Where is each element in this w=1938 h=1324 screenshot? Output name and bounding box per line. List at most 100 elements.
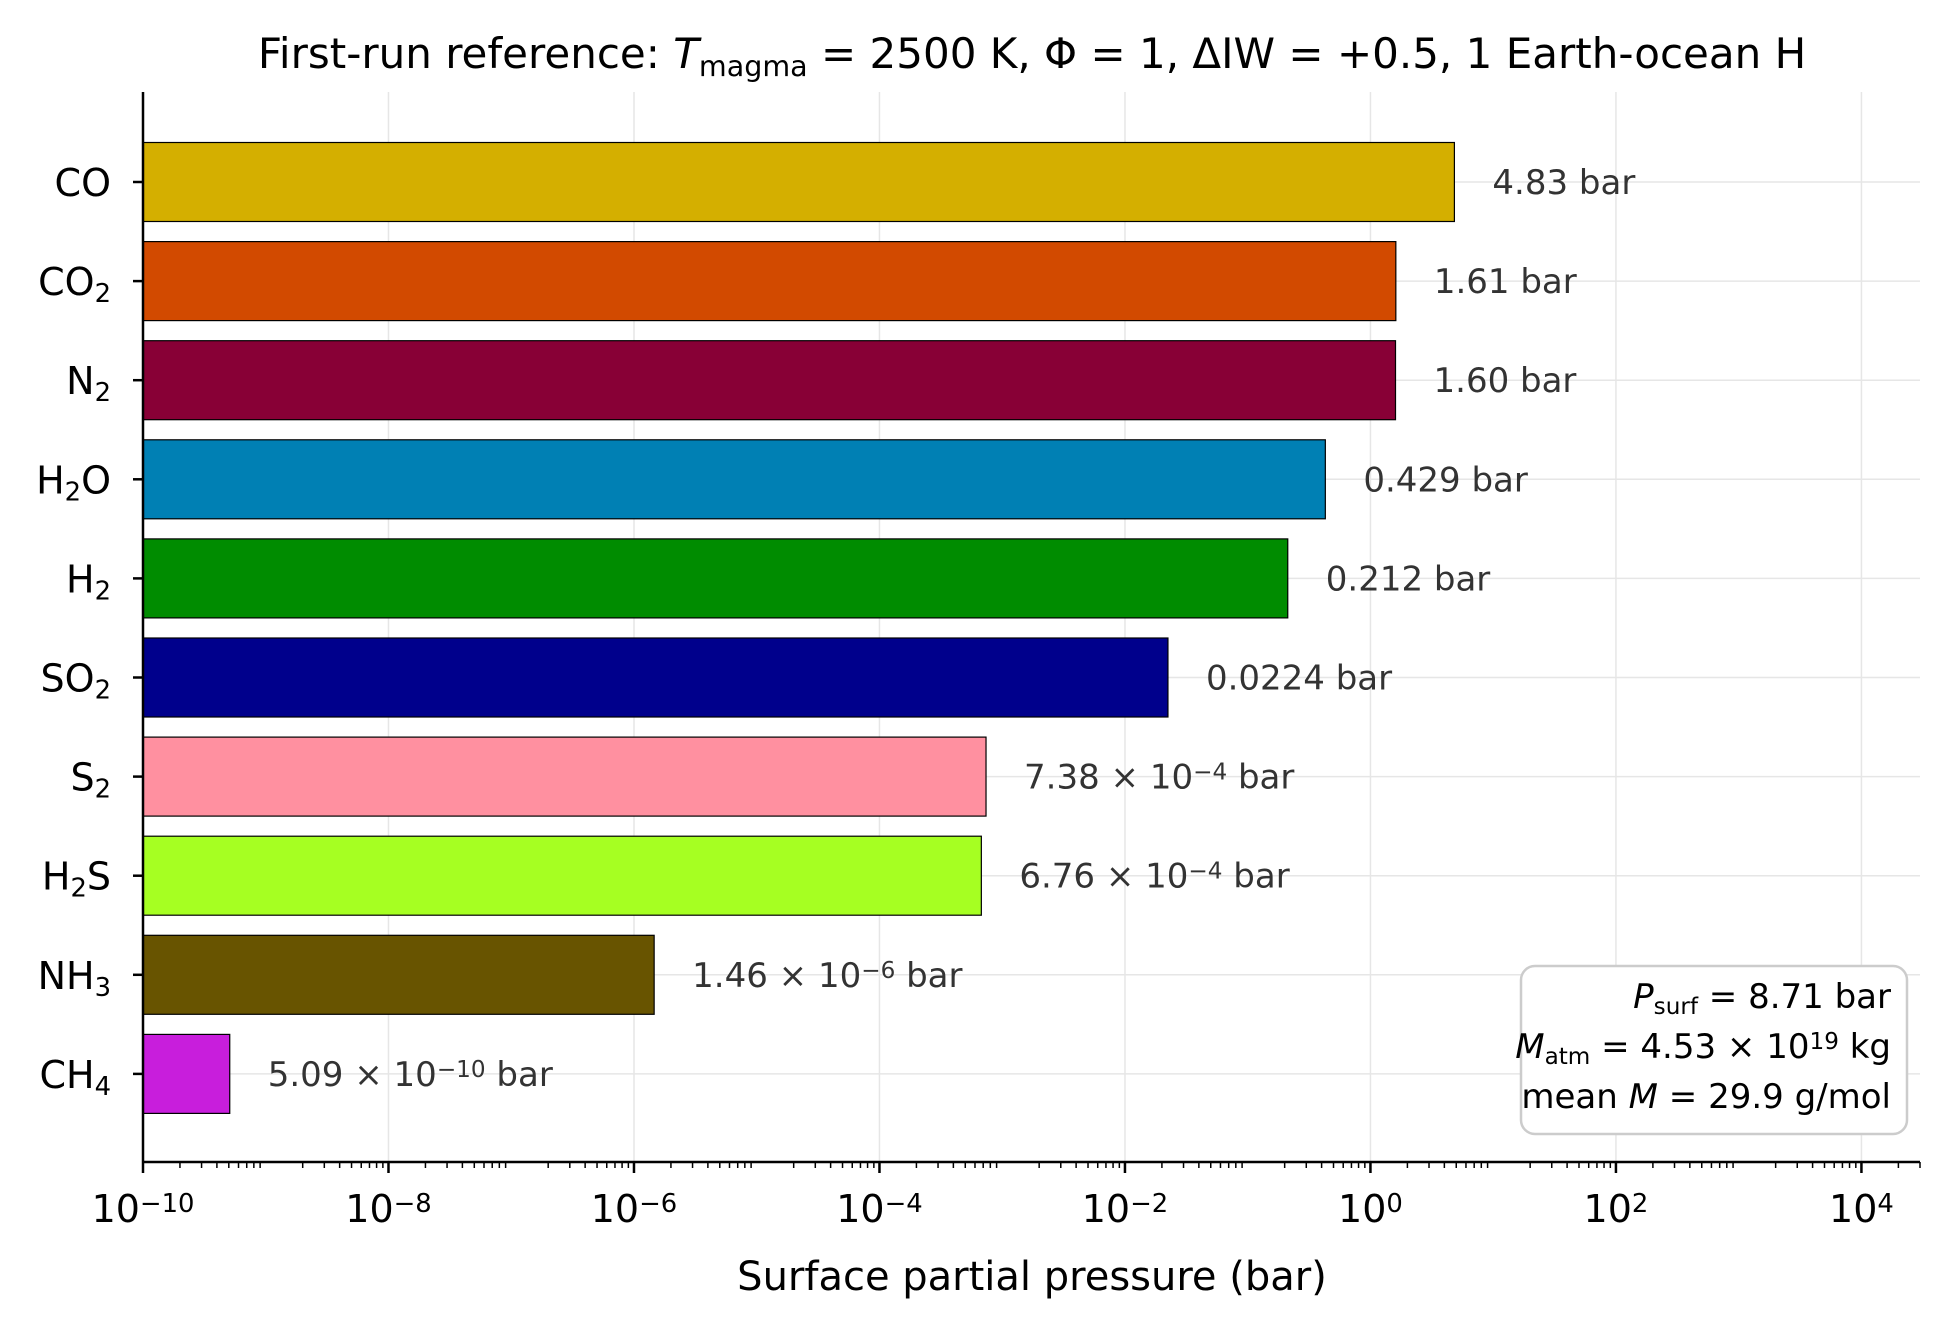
data-label-NH3: 1.46 × 10−6 bar xyxy=(692,956,962,996)
x-tick-label: 10−10 xyxy=(92,1187,195,1231)
data-label-H2O-part: 0.429 bar xyxy=(1363,460,1528,500)
info-line-part: atm xyxy=(1545,1044,1591,1070)
x-tick-label: 10−6 xyxy=(591,1187,677,1231)
category-label-CH4-part: 4 xyxy=(95,1072,111,1102)
category-label-H2O-part: O xyxy=(81,458,111,502)
bar-H2S xyxy=(142,835,982,916)
info-box-frame xyxy=(1519,964,1909,1136)
data-label-CH4-part: 5.09 × 10 xyxy=(268,1055,437,1095)
x-tick-label-part: 10 xyxy=(836,1187,884,1231)
category-label-N2-part: N xyxy=(66,359,94,403)
x-tick-label-part: 10 xyxy=(1584,1187,1632,1231)
info-line-part: 19 xyxy=(1810,1029,1839,1055)
x-tick-label-part: −2 xyxy=(1130,1189,1168,1219)
category-label-H2O-part: 2 xyxy=(65,478,81,508)
x-tick-label: 104 xyxy=(1829,1187,1894,1231)
data-label-NH3-part: bar xyxy=(895,956,962,996)
category-label-CO2: CO2 xyxy=(38,260,111,309)
bar-CH4 xyxy=(142,1033,231,1115)
x-tick-label-part: −4 xyxy=(885,1189,923,1219)
data-label-NH3-part: 1.46 × 10 xyxy=(692,956,861,996)
category-label-S2: S2 xyxy=(70,756,111,805)
x-tick-label-part: 4 xyxy=(1877,1189,1893,1219)
chart-title: First-run reference: Tmagma = 2500 K, Φ … xyxy=(258,29,1806,83)
info-line-part: M xyxy=(1629,1077,1658,1117)
info-line: mean M = 29.9 g/mol xyxy=(1521,1077,1891,1117)
bars-layer xyxy=(142,141,1456,1115)
category-label-H2-part: H xyxy=(66,557,95,601)
category-label-CO-part: CO xyxy=(55,161,111,205)
info-box: Psurf = 8.71 bar Matm = 4.53 × 1019 kg mea… xyxy=(1515,964,1909,1136)
bar-H2O xyxy=(142,439,1326,520)
category-label-CO: CO xyxy=(55,161,111,205)
x-tick-label-part: −10 xyxy=(140,1189,195,1219)
x-tick-label-part: −6 xyxy=(639,1189,677,1219)
data-label-H2S-part: −4 xyxy=(1188,859,1222,885)
category-label-CH4: CH4 xyxy=(39,1053,111,1102)
chart-title-part: = 2500 K, Φ = 1, ΔIW = +0.5, 1 Earth-oce… xyxy=(808,29,1807,78)
x-tick-label: 100 xyxy=(1338,1187,1403,1231)
bar-S2 xyxy=(142,736,987,817)
data-label-S2-part: bar xyxy=(1227,758,1294,798)
category-label-H2-part: 2 xyxy=(95,577,111,607)
data-label-SO2: 0.0224 bar xyxy=(1206,659,1392,699)
x-tick-label: 10−4 xyxy=(836,1187,922,1231)
x-tick-label: 10−2 xyxy=(1082,1187,1168,1231)
chart-title-part: T xyxy=(673,29,702,78)
data-label-SO2-part: 0.0224 bar xyxy=(1206,659,1392,699)
category-label-H2S: H2S xyxy=(42,855,111,904)
info-line: Matm = 4.53 × 1019 kg xyxy=(1515,1027,1891,1070)
data-label-H2-part: 0.212 bar xyxy=(1326,559,1491,599)
data-label-CH4-part: −10 xyxy=(437,1057,486,1083)
category-label-S2-part: 2 xyxy=(95,775,111,805)
info-line-part: = 29.9 g/mol xyxy=(1658,1077,1891,1117)
category-label-NH3: NH3 xyxy=(38,954,111,1003)
category-label-H2S-part: 2 xyxy=(70,874,86,904)
info-line-part: = 8.71 bar xyxy=(1698,977,1891,1017)
x-tick-label-part: 10 xyxy=(92,1187,140,1231)
data-label-H2O: 0.429 bar xyxy=(1363,460,1528,500)
data-label-S2-part: −4 xyxy=(1193,760,1227,786)
category-label-H2O-part: H xyxy=(36,458,65,502)
category-label-N2: N2 xyxy=(66,359,111,408)
bar-CO2 xyxy=(142,241,1397,322)
data-label-H2S: 6.76 × 10−4 bar xyxy=(1019,857,1289,897)
category-label-N2-part: 2 xyxy=(95,378,111,408)
data-label-N2: 1.60 bar xyxy=(1434,361,1577,401)
bar-CO xyxy=(142,141,1456,223)
info-line-part: M xyxy=(1515,1027,1544,1067)
x-tick-label: 102 xyxy=(1584,1187,1649,1231)
x-axis-label: Surface partial pressure (bar) xyxy=(737,1254,1327,1300)
category-label-CO2-part: CO xyxy=(38,260,94,304)
x-tick-label-part: 0 xyxy=(1386,1189,1402,1219)
info-line-part: surf xyxy=(1654,994,1699,1020)
category-label-SO2-part: SO xyxy=(41,657,95,701)
bar-NH3 xyxy=(142,934,655,1015)
data-label-CH4: 5.09 × 10−10 bar xyxy=(268,1055,553,1095)
chart-title-part: First-run reference: xyxy=(258,29,673,78)
data-label-H2: 0.212 bar xyxy=(1326,559,1491,599)
axes-layer xyxy=(133,92,1921,1173)
data-label-CH4-part: bar xyxy=(486,1055,553,1095)
x-tick-label-part: 10 xyxy=(345,1187,393,1231)
bar-N2 xyxy=(142,340,1397,421)
data-label-CO-part: 4.83 bar xyxy=(1492,163,1635,203)
chart-title-part: magma xyxy=(699,49,808,83)
x-tick-label-part: −8 xyxy=(394,1189,432,1219)
category-label-SO2: SO2 xyxy=(41,657,111,706)
x-tick-label-part: 10 xyxy=(591,1187,639,1231)
category-label-CO2-part: 2 xyxy=(95,279,111,309)
category-label-SO2-part: 2 xyxy=(95,676,111,706)
data-label-CO2: 1.61 bar xyxy=(1434,262,1577,302)
data-label-CO: 4.83 bar xyxy=(1492,163,1635,203)
info-line: Psurf = 8.71 bar xyxy=(1633,977,1891,1020)
category-label-NH3-part: 3 xyxy=(95,973,111,1003)
info-line-part: kg xyxy=(1839,1027,1891,1067)
bar-H2 xyxy=(142,538,1289,619)
data-label-S2-part: 7.38 × 10 xyxy=(1024,758,1193,798)
data-label-H2S-part: bar xyxy=(1223,857,1290,897)
category-label-H2S-part: H xyxy=(42,855,71,899)
data-label-NH3-part: −6 xyxy=(861,958,895,984)
